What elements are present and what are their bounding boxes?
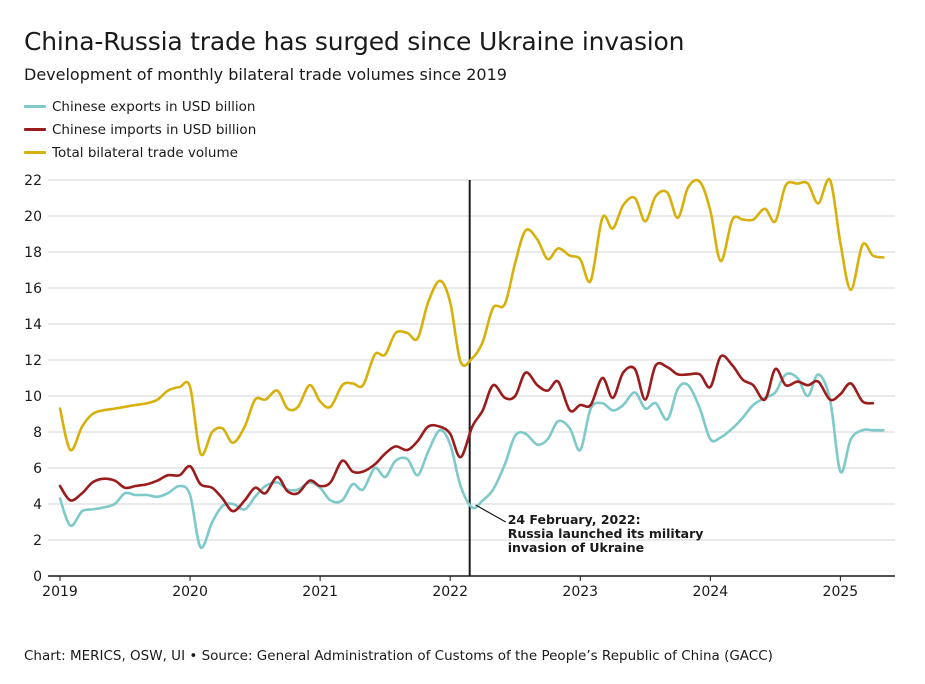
legend-label-exports: Chinese exports in USD billion	[52, 98, 256, 115]
x-tick-label: 2019	[42, 584, 78, 600]
x-tick-label: 2024	[692, 584, 728, 600]
chart-subtitle: Development of monthly bilateral trade v…	[24, 65, 507, 84]
legend-swatch-total	[24, 151, 46, 154]
legend-item-imports: Chinese imports in USD billion	[24, 118, 256, 141]
chart-source: Chart: MERICS, OSW, UI • Source: General…	[24, 648, 773, 664]
y-tick-label: 0	[33, 569, 42, 585]
chart-title: China-Russia trade has surged since Ukra…	[24, 27, 685, 56]
y-tick-label: 6	[33, 461, 42, 477]
legend-label-imports: Chinese imports in USD billion	[52, 121, 257, 138]
legend-item-exports: Chinese exports in USD billion	[24, 95, 256, 118]
legend-label-total: Total bilateral trade volume	[52, 144, 238, 161]
legend-swatch-exports	[24, 105, 46, 108]
x-tick-label: 2023	[562, 584, 598, 600]
annotation-arrow	[475, 504, 506, 523]
annotation-text-line: Russia launched its military	[508, 526, 704, 541]
legend-swatch-imports	[24, 128, 46, 131]
annotation-text-line: 24 February, 2022:	[508, 512, 641, 527]
y-tick-label: 10	[24, 389, 42, 405]
total-trade-line	[58, 177, 885, 457]
y-tick-label: 20	[24, 209, 42, 225]
y-tick-label: 22	[24, 173, 42, 189]
chart-legend: Chinese exports in USD billion Chinese i…	[24, 95, 256, 164]
y-tick-label: 8	[33, 425, 42, 441]
y-tick-label: 16	[24, 281, 42, 297]
x-tick-label: 2021	[302, 584, 338, 600]
y-tick-label: 12	[24, 353, 42, 369]
legend-item-total: Total bilateral trade volume	[24, 141, 256, 164]
y-tick-label: 18	[24, 245, 42, 261]
y-tick-label: 14	[24, 317, 42, 333]
x-tick-label: 2022	[432, 584, 468, 600]
x-tick-label: 2025	[823, 584, 859, 600]
exports-line	[58, 372, 885, 549]
y-tick-label: 4	[33, 497, 42, 513]
annotation-text-line: invasion of Ukraine	[508, 540, 644, 555]
y-tick-label: 2	[33, 533, 42, 549]
imports-line	[58, 354, 875, 513]
x-tick-label: 2020	[172, 584, 208, 600]
